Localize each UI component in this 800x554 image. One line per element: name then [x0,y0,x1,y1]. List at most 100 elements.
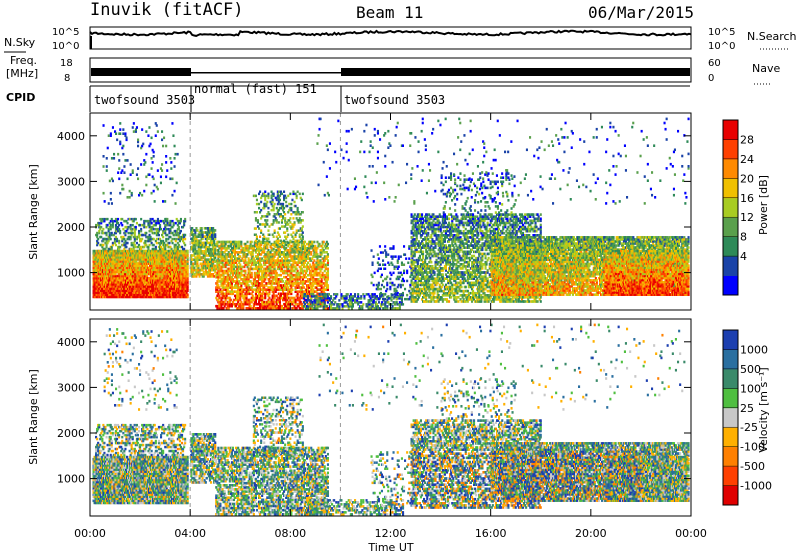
power-cell-3379 [238,307,241,310]
power-cell-2992 [216,244,219,248]
power-cell-1553 [166,281,169,284]
power-cell-69 [95,291,98,294]
power-cell-835 [132,283,135,286]
power-cell-2788 [202,243,205,247]
power-cell-395 [111,293,114,297]
power-cell-2013 [101,245,104,249]
power-cell-2707 [196,241,199,245]
power-cell-934 [136,262,139,265]
power-cell-2934 [213,258,216,261]
power-cell-737 [127,256,130,259]
power-cell-1770 [177,289,180,292]
power-cell-1251 [152,274,155,278]
power-cell-3329 [235,265,238,269]
power-cell-1937 [184,262,187,265]
power-cell-3162 [225,249,228,252]
power-cell-214 [101,262,104,265]
power-cell-127 [97,262,100,265]
power-cell-2601 [171,122,174,125]
power-cell-2457 [184,219,187,223]
power-cell-2269 [150,227,153,231]
power-cell-2261 [149,237,152,241]
power-cell-1309 [155,293,158,297]
power-cell-2772 [201,243,204,247]
power-cell-2265 [149,219,152,223]
power-cell-593 [120,287,123,290]
power-cell-3151 [225,288,228,291]
power-cell-3231 [229,278,232,281]
power-cell-2903 [211,264,214,268]
power-cell-2330 [162,239,165,243]
power-cell-4967 [254,227,257,230]
power-cell-2833 [206,275,209,278]
power-cell-3090 [222,302,225,306]
power-cell-728 [127,276,130,280]
power-cell-2583 [161,163,164,166]
power-cell-1968 [186,283,189,286]
power-cell-3205 [227,240,230,244]
power-cell-2107 [118,227,121,231]
power-cell-2642 [191,227,194,230]
power-cell-2588 [163,136,166,140]
power-cell-1156 [147,295,150,299]
nsky-trace [89,29,692,37]
power-cell-2548 [144,161,147,164]
power-cell-3198 [227,261,230,264]
power-cell-936 [136,254,139,257]
power-cell-80 [95,266,98,270]
power-cell-2702 [196,258,199,261]
power-cell-1126 [145,268,148,272]
power-cell-874 [134,295,137,299]
power-cell-1680 [173,295,176,299]
power-cell-495 [115,266,118,270]
power-cell-2724 [198,270,201,274]
power-cell-3319 [235,304,238,308]
power-cell-1500 [163,258,166,261]
power-cell-2193 [134,227,137,231]
power-cell-2951 [214,256,217,259]
power-cell-2271 [150,221,153,225]
power-cell-2978 [216,290,219,293]
power-cell-2060 [109,237,112,241]
power-cell-2986 [216,271,219,275]
power-cell-2050 [107,229,110,233]
power-cell-2589 [164,200,167,203]
power-cell-33 [93,274,96,278]
power-cell-4956 [326,242,329,246]
power-cell-309 [107,293,110,297]
power-cell-2129 [123,219,126,223]
power-cell-720 [127,293,130,297]
power-cell-2796 [203,254,206,257]
power-cell-3262 [230,257,233,260]
power-cell-558 [118,270,121,274]
power-cell-1978 [186,262,189,265]
power-cell-1784 [177,258,180,261]
power-cell-2496 [119,122,122,125]
power-cell-3323 [235,290,238,293]
power-cell-796 [130,274,133,278]
power-cell-1644 [170,276,173,280]
power-cell-1551 [166,285,169,288]
power-cell-740 [127,249,130,253]
power-cell-1017 [140,264,143,267]
power-cell-407 [111,268,114,272]
power-cell-2805 [204,268,207,272]
power-cell-2140 [125,229,128,233]
power-cell-2690 [195,250,198,253]
power-cell-1246 [152,287,155,290]
power-cell-671 [123,258,126,261]
power-cell-1312 [155,287,158,290]
power-cell-2827 [205,245,208,249]
power-cell-97 [96,279,99,282]
power-cell-2451 [183,223,186,227]
power-cell-2802 [203,231,206,234]
power-cell-3346 [236,280,239,283]
power-cell-2083 [114,239,117,243]
power-cell-2767 [201,266,204,270]
power-cell-920 [136,291,139,294]
power-cell-1119 [145,283,148,286]
power-cell-1367 [157,262,160,265]
power-cell-461 [113,249,116,253]
power-cell-1840 [180,281,183,284]
power-cell-596 [120,281,123,284]
